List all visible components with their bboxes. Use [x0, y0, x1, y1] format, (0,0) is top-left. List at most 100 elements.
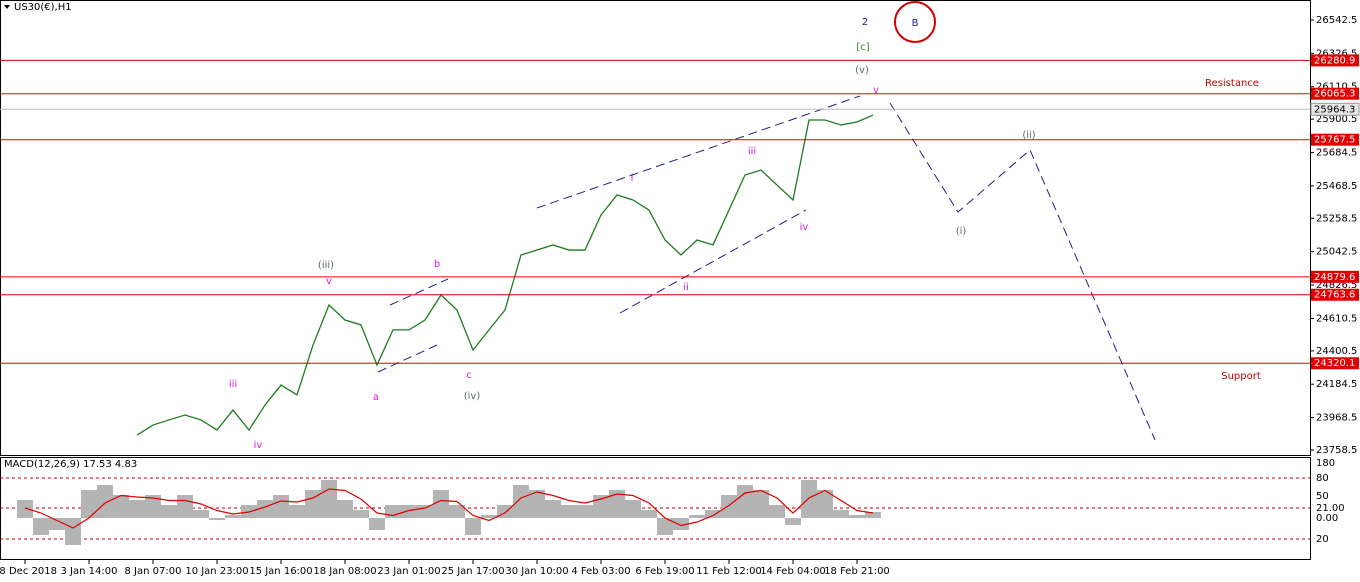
wave-label: iii [229, 379, 237, 390]
level-box [1311, 133, 1359, 146]
macd-tick-label: 0.00 [1316, 513, 1338, 524]
x-tick-label: 3 Jan 14:00 [61, 566, 118, 577]
wave-label: [c] [856, 42, 869, 53]
x-tick-label: 28 Dec 2018 [0, 566, 57, 577]
macd-bar [257, 500, 273, 518]
level-box [1311, 357, 1359, 370]
channel-line [619, 209, 807, 314]
price-panel [0, 0, 1311, 456]
level-box [1311, 87, 1359, 100]
y-tick-label: 26542.5 [1316, 15, 1357, 26]
macd-bar [865, 512, 881, 518]
x-tick-label: 18 Feb 21:00 [824, 566, 890, 577]
macd-tick-label: 80 [1316, 473, 1329, 484]
macd-bar [801, 480, 817, 518]
macd-tick-label: 20 [1316, 534, 1329, 545]
signal-line [24, 488, 874, 529]
macd-bar [449, 505, 465, 518]
macd-bar [785, 518, 801, 525]
x-tick-label: 4 Feb 03:00 [571, 566, 630, 577]
macd-bar [113, 495, 129, 518]
level-label: 24763.6 [1314, 290, 1355, 301]
wave-label: (iii) [318, 260, 334, 271]
macd-bar [225, 515, 241, 518]
x-tick-label: 18 Jan 08:00 [313, 566, 376, 577]
macd-bar [369, 518, 385, 530]
macd-bar [513, 485, 529, 518]
macd-bar [209, 518, 225, 520]
macd-bar [817, 490, 833, 518]
macd-bar [81, 490, 97, 518]
y-tick-label: 25684.5 [1316, 148, 1357, 159]
level-box [1311, 270, 1359, 283]
macd-bar [545, 500, 561, 518]
macd-bar [33, 518, 49, 535]
macd-bar [737, 485, 753, 518]
macd-bar [337, 500, 353, 518]
macd-bar [273, 495, 289, 518]
channel-line [377, 344, 438, 373]
y-tick-label: 25258.5 [1316, 213, 1357, 224]
wave-label: Support [1221, 371, 1261, 382]
macd-bar [673, 518, 689, 530]
y-tick-label: 24400.5 [1316, 346, 1357, 357]
macd-bar [321, 480, 337, 518]
level-label: 24320.1 [1314, 358, 1355, 369]
macd-bar [401, 505, 417, 518]
wave-label: 2 [862, 17, 868, 28]
macd-bar [577, 505, 593, 518]
macd-bar [609, 490, 625, 518]
level-label: 24879.6 [1314, 272, 1355, 283]
channel-line [536, 95, 861, 209]
macd-bar [97, 485, 113, 518]
macd-bar [849, 515, 865, 518]
wave-label: B [912, 18, 919, 29]
y-tick-label: 26110.5 [1316, 82, 1357, 93]
level-box [1311, 54, 1359, 67]
y-tick-label: 24610.5 [1316, 313, 1357, 324]
x-tick-label: 10 Jan 23:00 [185, 566, 248, 577]
wave-label: iv [800, 222, 809, 233]
wave-label: v [873, 85, 879, 96]
channel-line [389, 278, 449, 306]
y-tick-label: 24184.5 [1316, 379, 1357, 390]
wave-label: v [326, 276, 332, 287]
macd-bar [657, 518, 673, 535]
macd-bar [753, 490, 769, 518]
x-tick-label: 11 Feb 12:00 [696, 566, 762, 577]
price-line [136, 114, 874, 436]
x-tick-label: 14 Feb 04:00 [760, 566, 826, 577]
wave-label: Resistance [1205, 78, 1259, 89]
wave-label: b [434, 259, 440, 270]
macd-bar [593, 495, 609, 518]
level-box [1311, 288, 1359, 301]
level-label: 26280.9 [1314, 55, 1355, 66]
macd-bar [17, 500, 33, 518]
wave-label: (ii) [1022, 130, 1035, 141]
wave-label: a [373, 392, 379, 403]
x-tick-label: 25 Jan 17:00 [441, 566, 504, 577]
macd-bar [705, 510, 721, 518]
macd-bar [641, 510, 657, 518]
wave-label: i [631, 173, 634, 184]
macd-bar [481, 515, 497, 518]
macd-bar [769, 505, 785, 518]
wave-label: iv [254, 440, 263, 451]
y-tick-label: 25468.5 [1316, 181, 1357, 192]
y-tick-label: 23758.5 [1316, 445, 1357, 456]
y-tick-label: 25900.5 [1316, 114, 1357, 125]
x-tick-label: 15 Jan 16:00 [249, 566, 312, 577]
y-tick-label: 23968.5 [1316, 413, 1357, 424]
macd-bar [417, 505, 433, 518]
current-price-label: 25964.3 [1314, 104, 1355, 115]
macd-tick-label: 21.00 [1316, 503, 1345, 514]
macd-bar [289, 505, 305, 518]
macd-bar [833, 510, 849, 518]
wave-circle [894, 1, 936, 43]
macd-tick-label: 50 [1316, 491, 1329, 502]
wave-label: c [466, 370, 472, 381]
macd-tick-label: 180 [1316, 458, 1335, 469]
level-label: 25767.5 [1314, 135, 1355, 146]
